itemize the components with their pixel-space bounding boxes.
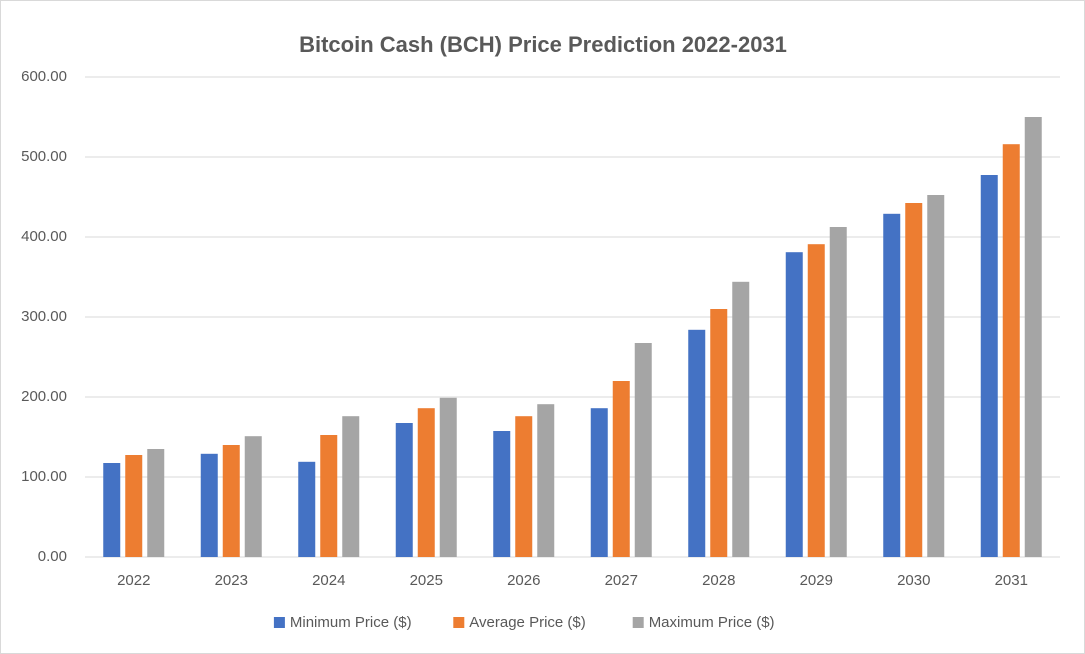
x-tick-label: 2030	[897, 572, 930, 589]
bar	[785, 252, 803, 557]
legend-swatch	[273, 617, 285, 628]
bar	[298, 461, 316, 557]
bar	[342, 416, 360, 557]
bar	[807, 244, 825, 557]
x-tick-label: 2028	[702, 572, 735, 589]
bar	[980, 175, 998, 557]
bar	[1024, 117, 1042, 557]
bar	[710, 309, 728, 557]
bar	[612, 381, 630, 557]
bar	[493, 431, 511, 557]
bar	[439, 397, 457, 557]
bar	[125, 455, 143, 557]
bar	[634, 343, 652, 557]
x-tick-label: 2029	[800, 572, 833, 589]
bar	[417, 408, 435, 557]
bar	[537, 404, 555, 557]
bar	[927, 195, 945, 557]
bar	[395, 423, 413, 557]
x-tick-label: 2023	[215, 572, 248, 589]
bar	[200, 453, 218, 557]
bar	[732, 281, 750, 557]
bar	[222, 445, 240, 557]
y-tick-label: 100.00	[21, 468, 67, 485]
bar	[103, 463, 121, 557]
legend-label: Average Price ($)	[469, 614, 585, 631]
bar	[590, 408, 608, 557]
x-tick-label: 2027	[605, 572, 638, 589]
y-tick-label: 300.00	[21, 308, 67, 325]
y-tick-label: 200.00	[21, 388, 67, 405]
chart-title: Bitcoin Cash (BCH) Price Prediction 2022…	[299, 32, 787, 57]
x-tick-label: 2026	[507, 572, 540, 589]
bar	[147, 449, 165, 557]
legend-swatch	[453, 617, 465, 628]
x-tick-label: 2025	[410, 572, 443, 589]
bar	[320, 435, 338, 557]
y-tick-label: 600.00	[21, 68, 67, 85]
y-tick-label: 400.00	[21, 228, 67, 245]
bar	[515, 416, 533, 557]
x-tick-label: 2031	[995, 572, 1028, 589]
bar	[829, 227, 847, 557]
legend-label: Minimum Price ($)	[290, 614, 412, 631]
bar	[883, 213, 901, 558]
bar	[244, 436, 262, 557]
bar	[1002, 144, 1020, 557]
bar	[905, 203, 923, 557]
x-tick-label: 2022	[117, 572, 150, 589]
legend-swatch	[632, 617, 644, 628]
x-tick-label: 2024	[312, 572, 345, 589]
legend-label: Maximum Price ($)	[649, 614, 775, 631]
y-tick-label: 500.00	[21, 148, 67, 165]
bar	[688, 329, 706, 557]
y-tick-label: 0.00	[38, 548, 67, 565]
